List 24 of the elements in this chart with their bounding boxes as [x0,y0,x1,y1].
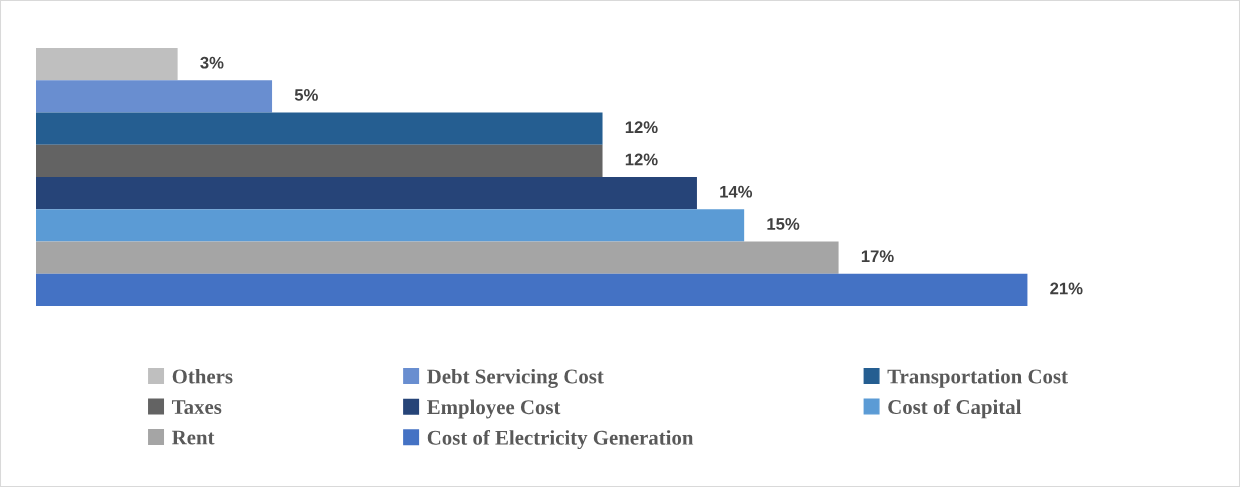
data-label: 12% [625,153,658,166]
bar [36,177,697,210]
legend-label: Employee Cost [427,399,561,419]
data-label: 17% [861,250,894,263]
bar [36,48,178,81]
bar [36,80,273,113]
legend-label: Transportation Cost [887,368,1068,388]
bar [36,209,745,242]
legend-label: Cost of Electricity Generation [427,429,694,450]
legend-label: Cost of Capital [888,399,1022,419]
data-label: 3% [200,56,224,69]
bar [36,112,603,145]
legend-label: Rent [172,430,215,445]
legend-label: Debt Servicing Cost [427,368,604,388]
data-label: 12% [625,121,658,134]
bar [36,144,603,177]
legend-label: Taxes [171,400,222,415]
data-label: 5% [294,89,318,101]
bar [36,273,1028,306]
data-label: 15% [767,218,800,230]
data-label: 14% [720,185,753,198]
legend-label: Others [172,368,233,384]
data-label: 21% [1050,282,1083,295]
bar [36,241,839,274]
